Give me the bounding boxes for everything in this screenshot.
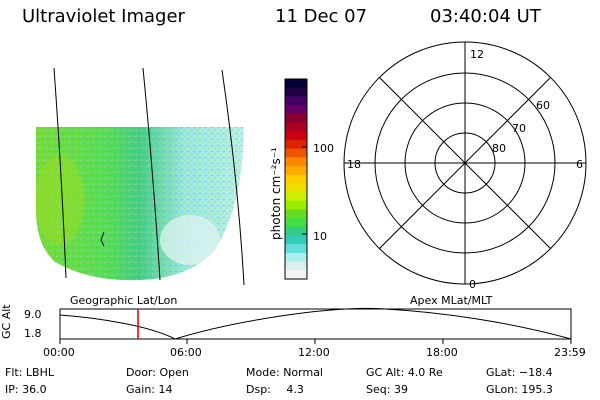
altitude-curve	[60, 308, 571, 339]
info-gc-alt: GC Alt: 4.0 Re	[366, 366, 443, 379]
x-tick-1200: 12:00	[298, 346, 330, 359]
info-mode: Mode: Normal	[246, 366, 323, 379]
info-flt: Flt: LBHL	[5, 366, 54, 379]
strip-frame	[60, 309, 571, 339]
x-tick-0600: 06:00	[170, 346, 202, 359]
info-dsp: Dsp: 4.3	[246, 383, 304, 396]
x-tick-1800: 18:00	[426, 346, 458, 359]
info-glat: GLat: −18.4	[486, 366, 553, 379]
info-door: Door: Open	[126, 366, 189, 379]
info-ip: IP: 36.0	[5, 383, 47, 396]
y-tick-9: 9.0	[24, 308, 42, 321]
info-gain: Gain: 14	[126, 383, 173, 396]
info-seq: Seq: 39	[366, 383, 408, 396]
gc-alt-axis-label: GC Alt	[0, 304, 13, 339]
x-tick-2359: 23:59	[554, 346, 586, 359]
y-tick-1-8: 1.8	[24, 327, 42, 340]
x-tick-0000: 00:00	[43, 346, 75, 359]
info-glon: GLon: 195.3	[486, 383, 553, 396]
